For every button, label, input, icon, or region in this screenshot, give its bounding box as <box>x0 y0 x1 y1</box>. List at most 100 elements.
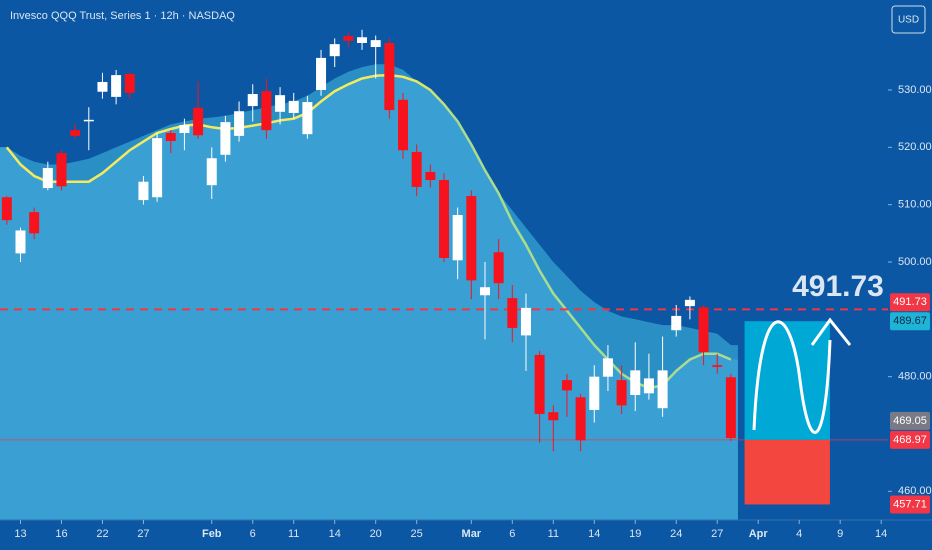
price-label-box <box>890 312 930 331</box>
price-label: 491.73 <box>893 296 927 308</box>
candle-body <box>643 378 654 394</box>
candle-body <box>684 299 695 307</box>
candle-body <box>138 181 149 201</box>
candle-body <box>479 287 490 296</box>
candle-body <box>452 214 463 261</box>
price-label-box <box>890 411 930 430</box>
x-tick-label: 25 <box>411 528 423 540</box>
x-tick-label: 14 <box>875 528 887 540</box>
candle-body <box>343 36 354 41</box>
candle-body <box>466 196 477 281</box>
candle-body <box>493 252 504 284</box>
candle-body <box>179 124 190 134</box>
candle-body <box>439 180 449 258</box>
candle-body <box>193 107 204 136</box>
candle-body <box>384 42 395 111</box>
x-tick-label: 16 <box>55 528 67 540</box>
candle-body <box>602 358 613 377</box>
x-tick-label: 20 <box>370 528 382 540</box>
x-tick-label: Apr <box>749 528 769 540</box>
chart-title: Invesco QQQ Trust, Series 1 · 12h · NASD… <box>10 10 235 22</box>
arrow-head <box>810 317 852 346</box>
x-tick-label: 27 <box>137 528 149 540</box>
price-label: 468.97 <box>893 434 927 446</box>
x-tick-label: 4 <box>796 528 802 540</box>
candle-body <box>575 397 586 441</box>
candle-body <box>411 151 422 187</box>
candle-body <box>425 171 436 181</box>
x-tick-label: 13 <box>14 528 26 540</box>
candle-body <box>548 412 559 421</box>
candle-body <box>520 307 531 336</box>
price-label: 469.05 <box>893 415 927 427</box>
x-tick-label: 6 <box>509 528 515 540</box>
projection <box>744 321 830 505</box>
price-label: 489.67 <box>893 315 927 327</box>
axes: 460.00 480.00 500.00 510.00 520.00 530.00 13 16… <box>0 84 932 540</box>
x-tick-label: 6 <box>250 528 256 540</box>
candle-body <box>534 354 545 414</box>
candle-body <box>507 298 518 328</box>
candles <box>1 29 736 452</box>
price-label: 457.71 <box>893 498 927 510</box>
y-tick-label: 520.00 <box>898 141 932 153</box>
candle-body <box>206 158 217 186</box>
price-label-box <box>890 293 930 312</box>
candle-body <box>275 95 286 112</box>
x-tick-label: 9 <box>837 528 843 540</box>
candle-body <box>288 100 299 113</box>
candle-body <box>1 197 12 221</box>
candle-body <box>398 99 409 151</box>
candle-body <box>15 230 26 254</box>
y-tick-label: 500.00 <box>898 256 932 268</box>
candle-body <box>657 370 668 409</box>
candle-body <box>589 376 600 410</box>
candle-body <box>630 370 641 396</box>
candle-body <box>124 73 135 93</box>
candle-body <box>698 307 709 353</box>
price-label-box <box>890 430 930 449</box>
x-tick-label: Mar <box>462 528 482 540</box>
y-tick-label: 480.00 <box>898 371 932 383</box>
wave-path <box>752 320 832 434</box>
candle-body <box>247 94 258 107</box>
candle-body <box>56 153 67 187</box>
candle-body <box>725 377 736 439</box>
x-tick-label: 19 <box>629 528 641 540</box>
x-tick-label: 11 <box>288 528 299 540</box>
candle-body <box>70 130 81 136</box>
currency-button[interactable] <box>891 5 926 34</box>
currency-label: USD <box>898 15 919 26</box>
candle-body <box>29 212 40 234</box>
x-tick-label: 24 <box>670 528 682 540</box>
candle-body <box>357 37 368 43</box>
candle-body <box>83 119 94 122</box>
candle-body <box>234 111 245 136</box>
x-tick-label: Feb <box>202 528 222 540</box>
candle-body <box>671 315 682 331</box>
x-tick-label: 14 <box>329 528 341 540</box>
candle-body <box>97 81 108 92</box>
candle-body <box>165 133 176 142</box>
candle-body <box>370 40 381 48</box>
y-tick-label: 510.00 <box>898 199 932 211</box>
candle-body <box>712 365 723 367</box>
y-tick-label: 460.00 <box>898 485 932 497</box>
x-tick-label: 22 <box>96 528 108 540</box>
candle-body <box>616 380 627 406</box>
x-tick-label: 11 <box>548 528 559 540</box>
candle-body <box>261 91 272 131</box>
candle-body <box>111 75 122 97</box>
price-label-box <box>890 495 930 514</box>
y-tick-label: 530.00 <box>898 84 932 96</box>
candle-body <box>302 102 313 135</box>
candle-body <box>316 57 327 91</box>
candle-body <box>152 138 163 198</box>
candle-body <box>42 167 53 189</box>
x-tick-label: 27 <box>711 528 723 540</box>
x-tick-label: 14 <box>588 528 600 540</box>
stop-box <box>744 439 830 505</box>
candle-body <box>561 380 572 391</box>
candle-body <box>220 122 231 155</box>
